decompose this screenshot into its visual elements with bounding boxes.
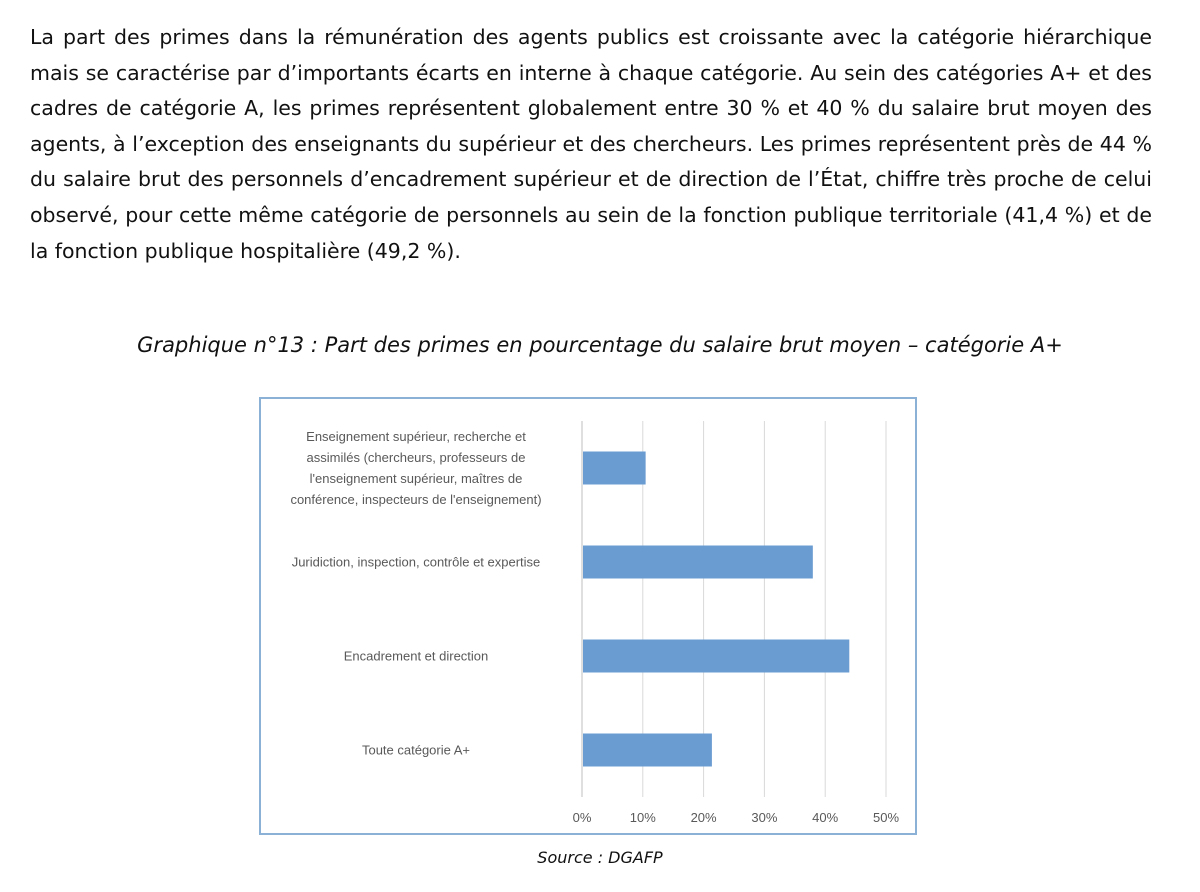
bar-chart: 0% 10% 20% 30% 40% 50% Enseignement supérieur,… <box>290 421 899 825</box>
x-tick-label: 10% <box>630 810 656 825</box>
category-label: Toute catégorie A+ <box>362 743 470 758</box>
x-tick-label: 50% <box>873 810 899 825</box>
chart-caption: Graphique n°13 : Part des primes en pour… <box>137 333 1063 357</box>
x-tick-label: 40% <box>812 810 838 825</box>
x-tick-label: 0% <box>573 810 592 825</box>
chart-source: Source : DGAFP <box>537 848 663 867</box>
category-label: Juridiction, inspection, contrôle et exp… <box>292 555 541 570</box>
category-label: Enseignement supérieur, recherche et assi… <box>290 429 541 507</box>
bar <box>583 545 813 579</box>
bar <box>583 733 712 767</box>
bar <box>583 451 646 485</box>
chart-frame: 0% 10% 20% 30% 40% 50% Enseignement supérieur,… <box>259 397 917 835</box>
x-tick-label: 20% <box>691 810 717 825</box>
bar <box>583 639 850 673</box>
body-paragraph: La part des primes dans la rémunération … <box>30 25 1152 263</box>
x-tick-label: 30% <box>751 810 777 825</box>
category-label: Encadrement et direction <box>344 649 489 664</box>
